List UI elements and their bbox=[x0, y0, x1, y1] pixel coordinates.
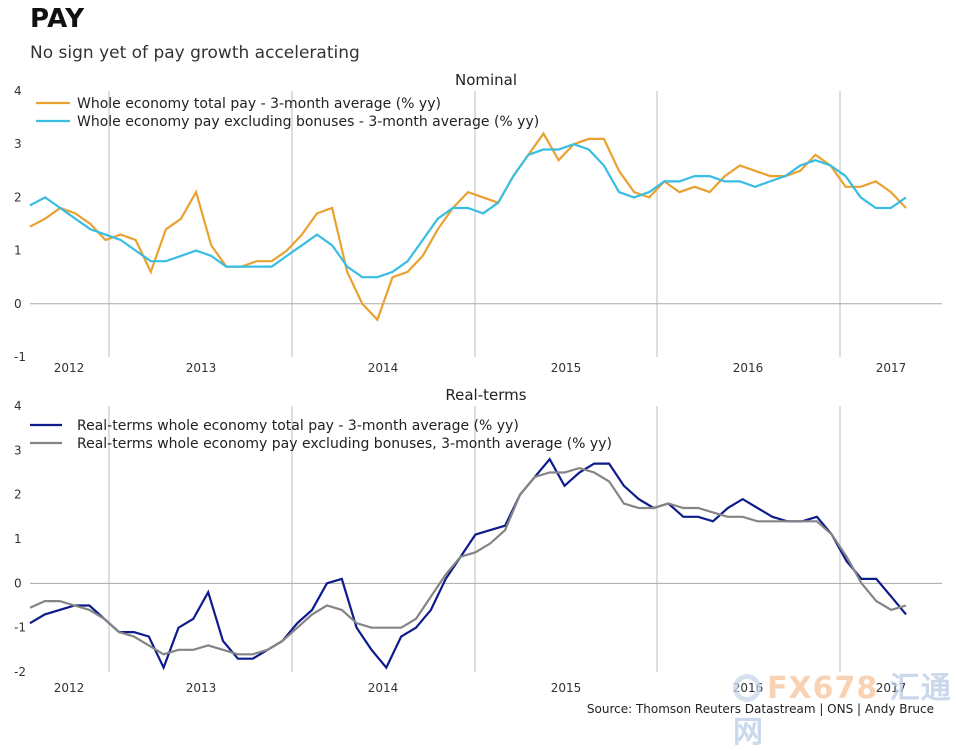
watermark-logo-icon bbox=[733, 674, 761, 702]
series-line-real-total bbox=[30, 459, 906, 667]
x-year-label: 2014 bbox=[368, 681, 399, 695]
source-note: Source: Thomson Reuters Datastream | ONS… bbox=[587, 702, 934, 716]
watermark-text: FX678 bbox=[767, 671, 878, 706]
legend-label-total-pay: Whole economy total pay - 3-month averag… bbox=[77, 96, 441, 112]
y-tick-label: 1 bbox=[14, 244, 22, 258]
y-tick-label: 3 bbox=[14, 443, 22, 457]
nominal-panel-title: Nominal bbox=[455, 71, 517, 89]
nominal-gridlines bbox=[30, 91, 942, 357]
legend-label-real-total-pay: Real-terms whole economy total pay - 3-m… bbox=[77, 418, 519, 434]
y-tick-label: 4 bbox=[14, 84, 22, 98]
x-year-label: 2015 bbox=[551, 361, 582, 375]
y-tick-label: 2 bbox=[14, 190, 22, 204]
nominal-legend: Whole economy total pay - 3-month averag… bbox=[36, 96, 539, 130]
x-year-label: 2013 bbox=[186, 681, 217, 695]
y-tick-label: 2 bbox=[14, 488, 22, 502]
real-terms-y-ticks: 4 3 2 1 0 -1 -2 bbox=[14, 399, 26, 679]
series-line-ex-bonus bbox=[30, 144, 906, 277]
x-year-label: 2014 bbox=[368, 361, 399, 375]
nominal-series-lines bbox=[30, 134, 906, 320]
series-line-real-ex-bonus bbox=[30, 468, 906, 654]
y-tick-label: -2 bbox=[14, 665, 26, 679]
real-terms-panel-title: Real-terms bbox=[445, 386, 526, 404]
y-tick-label: 0 bbox=[14, 297, 22, 311]
legend-label-ex-bonus: Whole economy pay excluding bonuses - 3-… bbox=[77, 114, 539, 130]
y-tick-label: 0 bbox=[14, 576, 22, 590]
series-line-total-pay bbox=[30, 134, 906, 320]
x-year-label: 2017 bbox=[876, 361, 907, 375]
y-tick-label: 4 bbox=[14, 399, 22, 413]
legend-label-real-ex-bonus: Real-terms whole economy pay excluding b… bbox=[77, 436, 612, 452]
nominal-y-ticks: 4 3 2 1 0 -1 bbox=[14, 84, 26, 364]
real-terms-series-lines bbox=[30, 459, 906, 667]
nominal-x-ticks: 2012 2013 2014 2015 2016 2017 bbox=[54, 361, 907, 375]
y-tick-label: 1 bbox=[14, 532, 22, 546]
x-year-label: 2013 bbox=[186, 361, 217, 375]
nominal-panel: Nominal 4 3 2 1 0 -1 2012 2013 2014 2015 2016 2017… bbox=[14, 71, 942, 375]
y-tick-label: 3 bbox=[14, 137, 22, 151]
x-year-label: 2012 bbox=[54, 681, 85, 695]
x-year-label: 2012 bbox=[54, 361, 85, 375]
y-tick-label: -1 bbox=[14, 621, 26, 635]
real-terms-legend: Real-terms whole economy total pay - 3-m… bbox=[30, 418, 612, 452]
x-year-label: 2016 bbox=[733, 361, 764, 375]
y-tick-label: -1 bbox=[14, 350, 26, 364]
x-year-label: 2015 bbox=[551, 681, 582, 695]
